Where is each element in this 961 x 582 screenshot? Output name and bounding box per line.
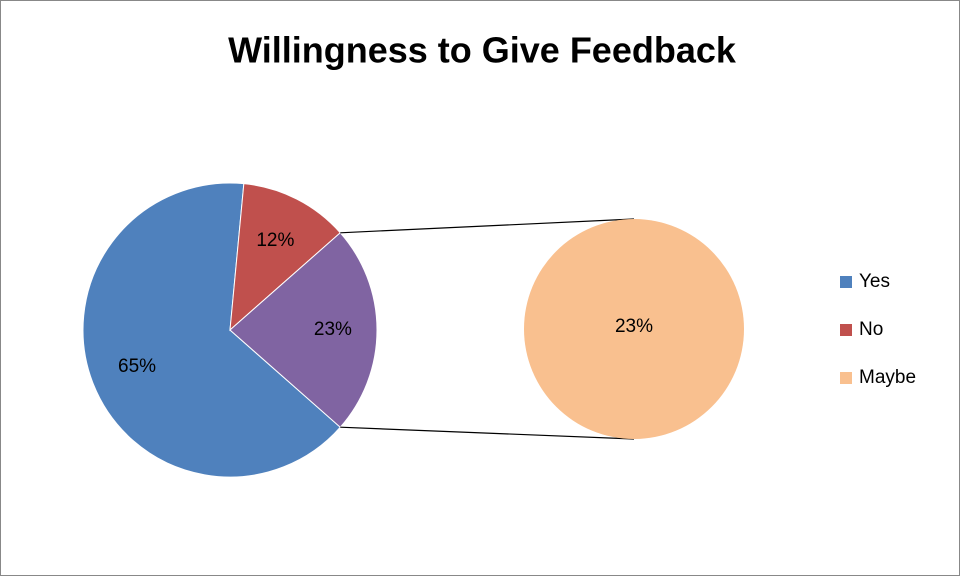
connector-line <box>340 218 635 234</box>
pie-slice <box>229 183 341 332</box>
data-label: 23% <box>615 316 653 337</box>
pie-slice <box>82 182 341 478</box>
legend-swatch <box>840 276 852 288</box>
data-label: 65% <box>118 356 156 377</box>
chart-title: Willingness to Give Feedback <box>228 30 737 71</box>
data-label: 23% <box>314 319 352 340</box>
legend-swatch <box>840 324 852 336</box>
pie-slice <box>229 232 378 428</box>
legend-label: Yes <box>859 271 890 292</box>
legend-label: No <box>859 319 883 340</box>
connector-line <box>340 426 635 440</box>
legend-label: Maybe <box>859 367 916 388</box>
legend-swatch <box>840 372 852 384</box>
data-label: 12% <box>256 230 294 251</box>
pie-slice <box>524 219 744 439</box>
